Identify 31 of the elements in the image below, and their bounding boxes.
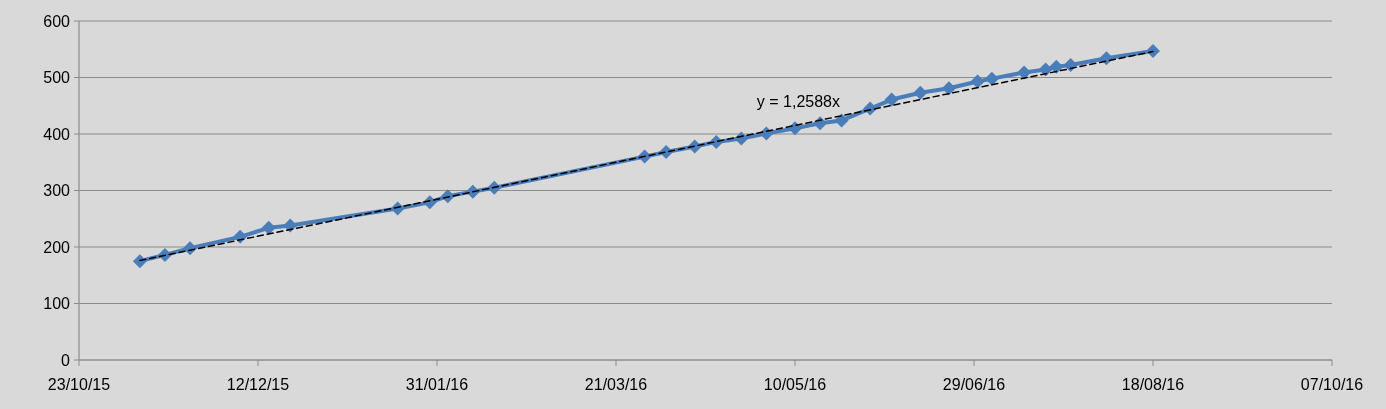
point xyxy=(941,81,956,96)
point xyxy=(182,241,197,256)
point xyxy=(984,71,999,86)
point xyxy=(1146,43,1160,58)
y-tick-label: 300 xyxy=(43,182,71,200)
annotation: y = 1,2588x xyxy=(756,92,840,110)
point xyxy=(970,74,985,89)
y-tick-label: 600 xyxy=(43,12,71,30)
point xyxy=(1038,62,1053,77)
x-tick-label: 29/06/16 xyxy=(942,376,1006,393)
y-tick-label: 500 xyxy=(43,69,71,87)
point xyxy=(1049,59,1064,74)
x-tick-label: 21/03/16 xyxy=(584,376,648,393)
x-tick-label: 31/01/16 xyxy=(405,376,469,393)
point xyxy=(261,220,276,235)
x-tick-label: 07/10/16 xyxy=(1300,376,1364,393)
point xyxy=(884,92,899,107)
y-tick-label: 400 xyxy=(43,125,71,143)
point xyxy=(1099,51,1114,66)
x-tick-label: 12/12/15 xyxy=(226,376,290,393)
x-tick-label: 23/10/15 xyxy=(47,376,111,393)
point xyxy=(1017,65,1032,80)
y-tick-label: 100 xyxy=(43,295,71,313)
point xyxy=(913,85,928,100)
y-tick-label: 200 xyxy=(43,238,71,256)
y-tick-label: 0 xyxy=(61,351,71,369)
x-tick-label: 18/08/16 xyxy=(1121,376,1185,393)
x-tick-label: 10/05/16 xyxy=(763,376,827,393)
point xyxy=(834,113,849,128)
point xyxy=(132,254,147,269)
point xyxy=(1063,58,1078,73)
